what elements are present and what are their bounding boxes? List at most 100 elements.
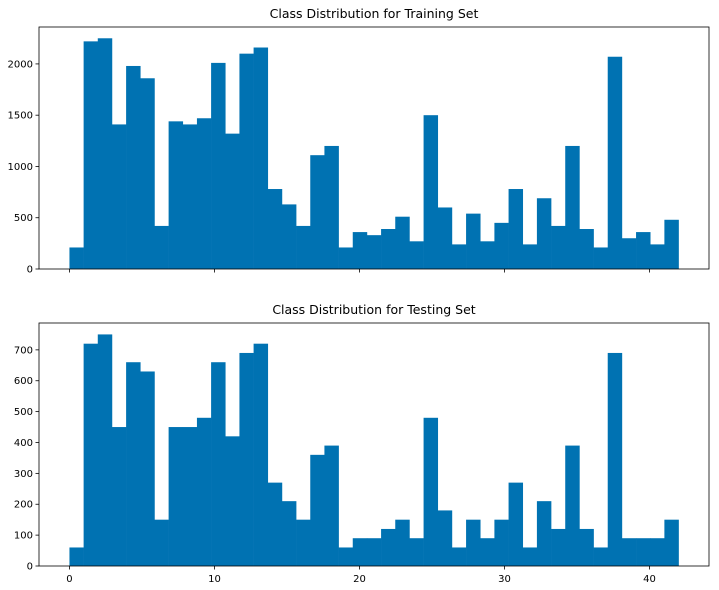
bar-bin-1 bbox=[83, 41, 99, 269]
bar-bin-30 bbox=[494, 519, 509, 566]
y-tick-label: 500 bbox=[14, 213, 33, 224]
bar-bin-13 bbox=[253, 343, 269, 566]
y-tick-label: 1000 bbox=[8, 162, 33, 173]
bar-bin-22 bbox=[381, 528, 396, 566]
bar-bin-0 bbox=[69, 547, 84, 566]
training-set-histogram: Class Distribution for Training Set 0 500… bbox=[8, 6, 710, 276]
x-axis-ticks bbox=[69, 269, 650, 273]
bar-bin-38 bbox=[607, 56, 623, 269]
bar-bin-1 bbox=[83, 343, 99, 566]
bar-bin-25 bbox=[423, 115, 439, 269]
bar-bin-28 bbox=[466, 519, 481, 566]
bar-bin-6 bbox=[154, 225, 169, 269]
bar-bin-6 bbox=[154, 519, 169, 566]
bar-bin-5 bbox=[140, 78, 155, 270]
bar-bin-10 bbox=[211, 362, 226, 566]
bar-bin-24 bbox=[409, 538, 424, 566]
bar-bin-29 bbox=[480, 538, 495, 566]
bar-bin-36 bbox=[579, 229, 594, 269]
bar-bin-23 bbox=[395, 519, 410, 566]
bar-bin-40 bbox=[636, 232, 651, 269]
bar-bin-34 bbox=[551, 528, 566, 566]
bar-bin-34 bbox=[551, 225, 566, 269]
y-tick-label: 700 bbox=[14, 345, 33, 356]
y-tick-label: 500 bbox=[14, 407, 33, 418]
y-tick-label: 300 bbox=[14, 469, 33, 480]
x-tick-label: 30 bbox=[498, 574, 511, 585]
bar-bin-37 bbox=[593, 547, 609, 566]
y-tick-label: 0 bbox=[27, 562, 33, 573]
bar-bin-42 bbox=[664, 519, 679, 566]
bar-bin-2 bbox=[97, 334, 113, 566]
bar-bin-11 bbox=[225, 436, 240, 566]
y-tick-label: 2000 bbox=[8, 59, 33, 70]
bar-bin-7 bbox=[168, 121, 184, 269]
bar-bin-17 bbox=[310, 155, 325, 269]
y-tick-label: 400 bbox=[14, 438, 33, 449]
bar-bin-2 bbox=[97, 38, 113, 269]
bar-bin-0 bbox=[69, 247, 84, 269]
bar-bin-7 bbox=[168, 427, 184, 566]
chart-title: Class Distribution for Training Set bbox=[270, 6, 479, 21]
bar-bin-18 bbox=[324, 445, 339, 566]
bar-bin-15 bbox=[281, 501, 297, 566]
chart-title: Class Distribution for Testing Set bbox=[272, 302, 475, 317]
bar-bin-31 bbox=[508, 482, 524, 566]
bar-bin-28 bbox=[466, 213, 481, 269]
axes-frame bbox=[38, 322, 710, 567]
bar-bin-33 bbox=[536, 198, 552, 269]
x-tick-label: 40 bbox=[643, 574, 656, 585]
bar-bin-18 bbox=[324, 145, 339, 269]
bar-bin-20 bbox=[352, 538, 368, 566]
bar-bin-12 bbox=[239, 352, 254, 566]
x-axis-ticks: 0 10 20 30 40 bbox=[66, 566, 656, 585]
y-axis-ticks: 0 500 1000 1500 2000 bbox=[8, 59, 39, 276]
bar-bin-40 bbox=[636, 538, 651, 566]
x-tick-label: 0 bbox=[66, 574, 72, 585]
bar-bin-8 bbox=[182, 427, 198, 566]
bar-bin-36 bbox=[579, 528, 594, 566]
bar-bin-26 bbox=[437, 207, 453, 269]
bar-bin-23 bbox=[395, 216, 410, 269]
y-tick-label: 1500 bbox=[8, 111, 33, 122]
bar-bin-12 bbox=[239, 53, 254, 269]
bar-bin-41 bbox=[650, 538, 665, 566]
bar-bin-11 bbox=[225, 133, 240, 269]
bar-bin-35 bbox=[565, 145, 580, 269]
bar-bin-25 bbox=[423, 417, 439, 566]
x-tick-label: 10 bbox=[208, 574, 221, 585]
bar-bin-15 bbox=[281, 204, 297, 269]
bars bbox=[69, 334, 679, 566]
bar-bin-10 bbox=[211, 62, 226, 269]
bar-bin-31 bbox=[508, 189, 524, 269]
bar-bin-38 bbox=[607, 352, 623, 566]
bar-bin-27 bbox=[451, 244, 467, 269]
y-tick-label: 600 bbox=[14, 376, 33, 387]
bar-bin-16 bbox=[296, 225, 311, 269]
bar-bin-21 bbox=[366, 538, 382, 566]
bar-bin-26 bbox=[437, 510, 453, 566]
bar-bin-4 bbox=[126, 362, 141, 566]
bar-bin-19 bbox=[338, 247, 354, 269]
bar-bin-39 bbox=[621, 538, 637, 566]
axes-frame bbox=[38, 26, 710, 270]
bar-bin-32 bbox=[522, 547, 538, 566]
bar-bin-24 bbox=[409, 241, 424, 269]
bar-bin-16 bbox=[296, 519, 311, 566]
y-axis-ticks: 0 100 200 300 400 500 600 700 bbox=[14, 345, 39, 573]
bar-bin-17 bbox=[310, 454, 325, 566]
bar-bin-33 bbox=[536, 501, 552, 566]
bar-bin-37 bbox=[593, 247, 609, 269]
bar-bin-4 bbox=[126, 65, 141, 269]
testing-set-histogram: Class Distribution for Testing Set 01002… bbox=[14, 302, 710, 585]
bar-bin-3 bbox=[111, 124, 127, 269]
bar-bin-29 bbox=[480, 241, 495, 269]
bar-bin-42 bbox=[664, 219, 679, 269]
bar-bin-41 bbox=[650, 244, 665, 269]
bar-bin-9 bbox=[196, 417, 212, 566]
y-tick-label: 0 bbox=[27, 265, 33, 276]
bar-bin-30 bbox=[494, 222, 509, 269]
y-tick-label: 100 bbox=[14, 531, 33, 542]
bar-bin-13 bbox=[253, 47, 269, 270]
